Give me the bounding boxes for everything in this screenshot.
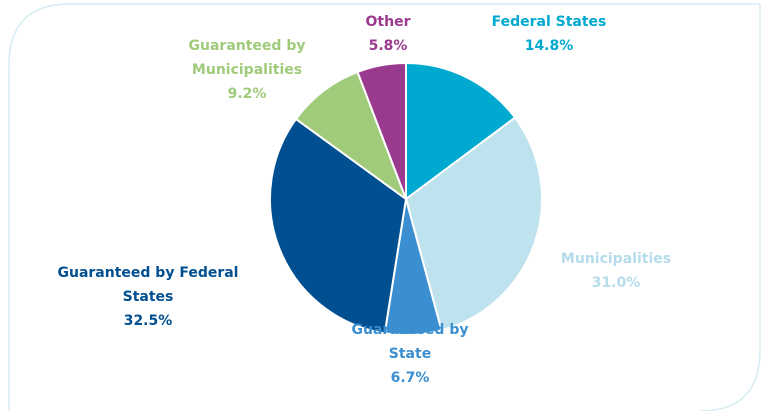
slice-label: Guaranteed by State 6.7%	[345, 318, 475, 390]
pie-slice	[356, 61, 407, 200]
label-value: 14.8%	[524, 38, 574, 54]
label-value: 32.5%	[123, 313, 173, 329]
pie-slice	[404, 116, 543, 332]
slice-label: Federal States 14.8%	[469, 10, 629, 58]
label-name: Federal States	[491, 14, 607, 30]
pie-slice	[294, 70, 409, 202]
slice-label: Guaranteed by Federal States 32.5%	[53, 261, 243, 333]
slice-label: Municipalities 31.0%	[536, 247, 696, 295]
label-value: 5.8%	[368, 38, 408, 54]
label-name: Guaranteed by Municipalities	[188, 38, 306, 78]
label-value: 6.7%	[390, 370, 430, 386]
slice-label: Other 5.8%	[338, 10, 438, 58]
label-value: 9.2%	[227, 86, 267, 102]
label-value: 31.0%	[591, 275, 641, 291]
slice-label: Guaranteed by Municipalities 9.2%	[172, 34, 322, 106]
pie	[269, 61, 543, 336]
label-name: Municipalities	[560, 251, 672, 267]
label-name: Guaranteed by Federal States	[57, 265, 239, 305]
label-name: Other	[365, 14, 411, 30]
pie-slice	[405, 61, 517, 201]
label-name: Guaranteed by State	[351, 322, 469, 362]
pie-slice	[269, 117, 408, 335]
